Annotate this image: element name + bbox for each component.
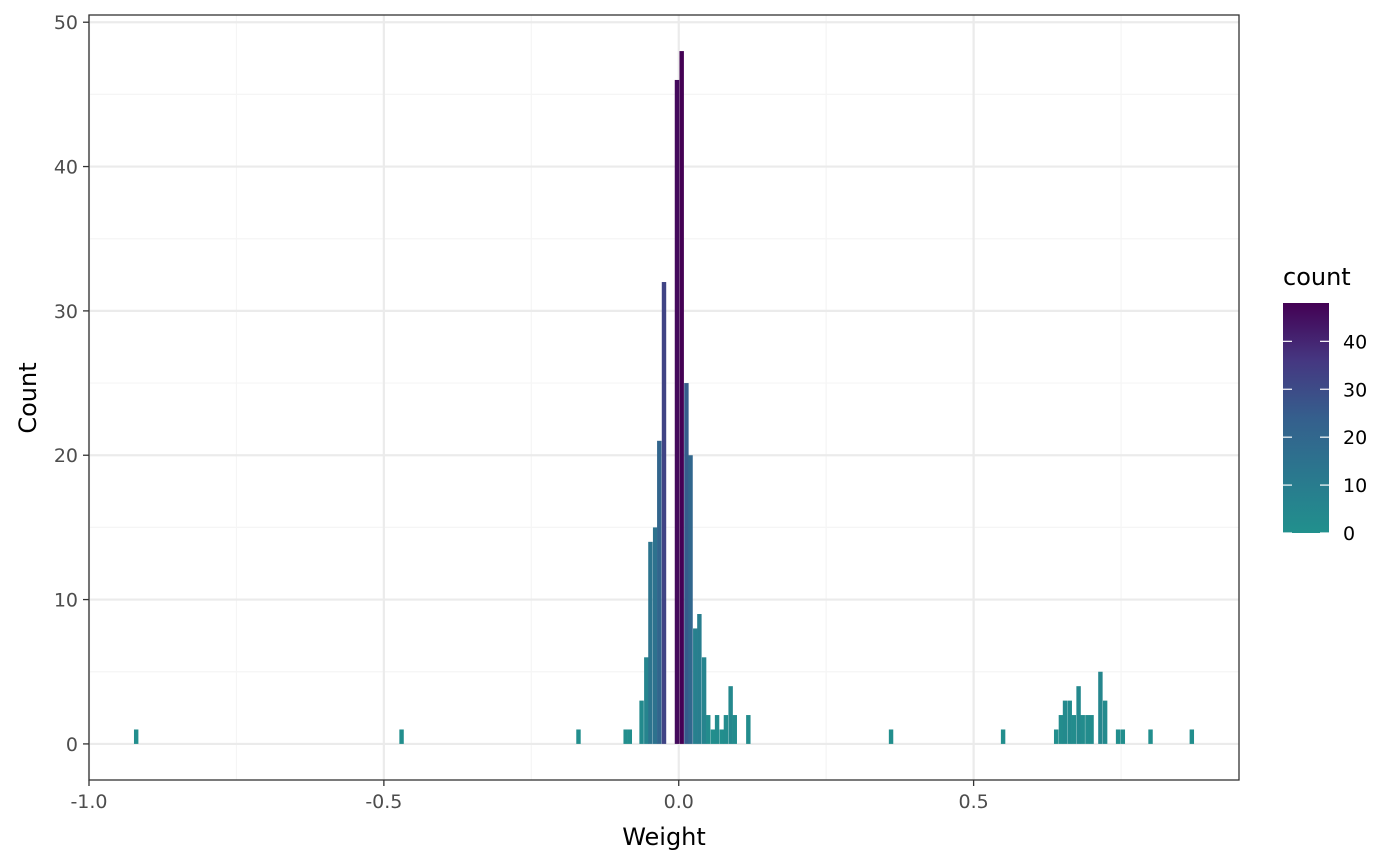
histogram-bar <box>1098 671 1103 744</box>
legend-label: 20 <box>1343 427 1367 449</box>
x-tick-label: -1.0 <box>70 791 107 813</box>
y-axis-title: Count <box>14 362 42 433</box>
histogram-bar <box>732 715 737 744</box>
y-tick-label: 20 <box>54 445 78 467</box>
y-tick-label: 0 <box>66 734 78 756</box>
histogram-bar <box>679 51 684 744</box>
histogram-bar <box>719 729 725 744</box>
histogram-bar <box>1080 715 1085 744</box>
histogram-bar <box>1120 729 1126 744</box>
histogram-bar <box>652 527 658 744</box>
histogram-bar <box>714 715 720 744</box>
histogram-bar <box>1189 729 1195 744</box>
histogram-bar <box>657 440 662 744</box>
histogram-bar <box>701 657 707 744</box>
histogram-bar <box>648 541 653 744</box>
histogram-bar <box>661 282 667 744</box>
x-tick-label: 0.5 <box>959 791 989 813</box>
y-tick-label: 50 <box>54 12 78 34</box>
legend-colorbar <box>1283 303 1329 533</box>
histogram-bar <box>399 729 404 744</box>
histogram-bar <box>644 657 649 744</box>
histogram-bar <box>1053 729 1059 744</box>
histogram-bars <box>133 51 1195 744</box>
histogram-bar <box>1085 715 1090 744</box>
histogram-bar <box>706 715 711 744</box>
histogram-bar <box>623 729 628 744</box>
y-tick-label: 10 <box>54 590 78 612</box>
histogram-bar <box>693 628 698 744</box>
x-axis-title: Weight <box>622 823 706 851</box>
histogram-bar <box>688 455 693 744</box>
legend-label: 0 <box>1343 523 1355 545</box>
y-tick-label: 30 <box>54 301 78 323</box>
legend-label: 40 <box>1343 331 1367 353</box>
y-tick-label: 40 <box>54 157 78 179</box>
legend-label: 10 <box>1343 475 1367 497</box>
x-tick-label: 0.0 <box>664 791 694 813</box>
histogram-bar <box>1071 715 1077 744</box>
histogram-bar <box>1148 729 1153 744</box>
histogram-bar <box>1089 715 1094 744</box>
histogram-bar <box>576 729 581 744</box>
color-legend: count 40 30 20 10 0 <box>1283 263 1367 545</box>
histogram-bar <box>674 79 680 744</box>
histogram-bar <box>697 614 702 744</box>
panel-frame <box>88 14 1240 781</box>
histogram-bar <box>639 700 644 744</box>
histogram-bar <box>1076 686 1081 744</box>
histogram-bar <box>627 729 633 744</box>
legend-label: 30 <box>1343 379 1367 401</box>
histogram-bar <box>1000 729 1006 744</box>
histogram-bar <box>1102 700 1108 744</box>
axes: -1.0 -0.5 0.0 0.5 0 10 20 30 40 50 <box>54 12 989 813</box>
histogram-bar <box>1115 729 1121 744</box>
x-tick-label: -0.5 <box>365 791 402 813</box>
histogram-bar <box>723 715 729 744</box>
histogram-bar <box>710 729 716 744</box>
histogram-bar <box>684 383 689 744</box>
histogram-bar <box>888 729 894 744</box>
histogram-bar <box>1067 700 1072 744</box>
histogram-bar <box>1062 700 1068 744</box>
panel-border <box>88 14 1240 781</box>
histogram-bar <box>133 729 139 744</box>
histogram-bar <box>728 686 733 744</box>
histogram-bar <box>1058 715 1064 744</box>
histogram-bar <box>746 715 751 744</box>
legend-title: count <box>1283 263 1351 291</box>
